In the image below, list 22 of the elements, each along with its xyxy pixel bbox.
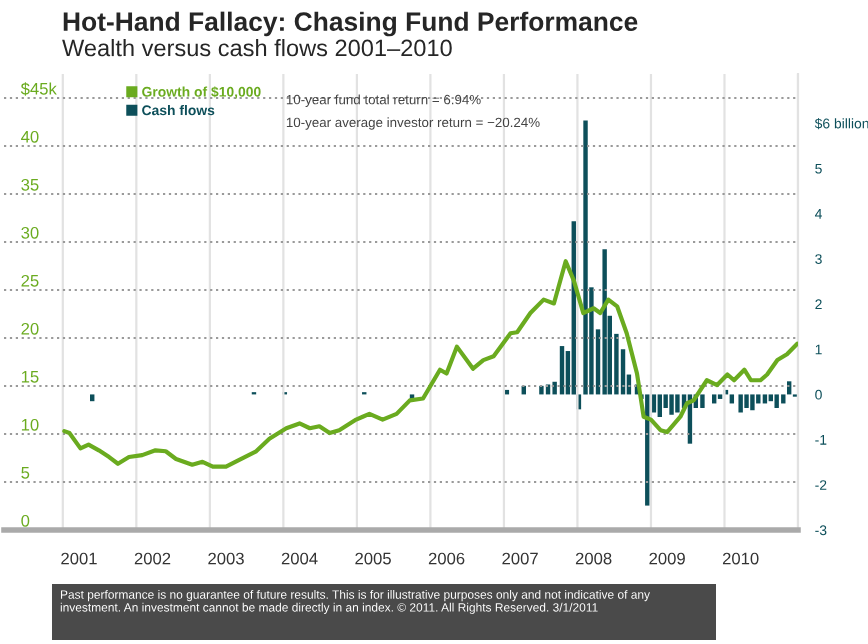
y-tick-label: 0 [21,514,30,527]
y-tick-label: 10 [21,418,39,431]
y-tick-label: 40 [21,130,39,143]
x-tick-label: 2003 [208,552,244,565]
y-tick-label: 30 [21,226,39,239]
y-tick-label: 25 [21,274,39,287]
chart-subtitle: Wealth versus cash flows 2001–2010 [62,39,452,57]
y-tick-label: 20 [21,322,39,335]
y-tick-label: 15 [21,371,39,383]
x-tick-label: 2002 [134,552,171,565]
x-tick-label: 2007 [502,552,538,565]
x-tick-label: 2005 [355,552,391,565]
x-tick-label: 2001 [61,552,97,565]
x-tick-label: 2009 [649,552,685,565]
y-tick-label: $45k [20,82,57,96]
y-tick-label: 5 [21,467,30,479]
x-tick-label: 2004 [281,552,318,565]
x-tick-label: 2008 [575,552,612,565]
chart-title: Hot-Hand Fallacy: Chasing Fund Performance [63,11,638,37]
y-tick-label: 35 [21,178,39,191]
x-tick-label: 2006 [428,552,465,565]
x-tick-label: 2010 [722,552,759,565]
